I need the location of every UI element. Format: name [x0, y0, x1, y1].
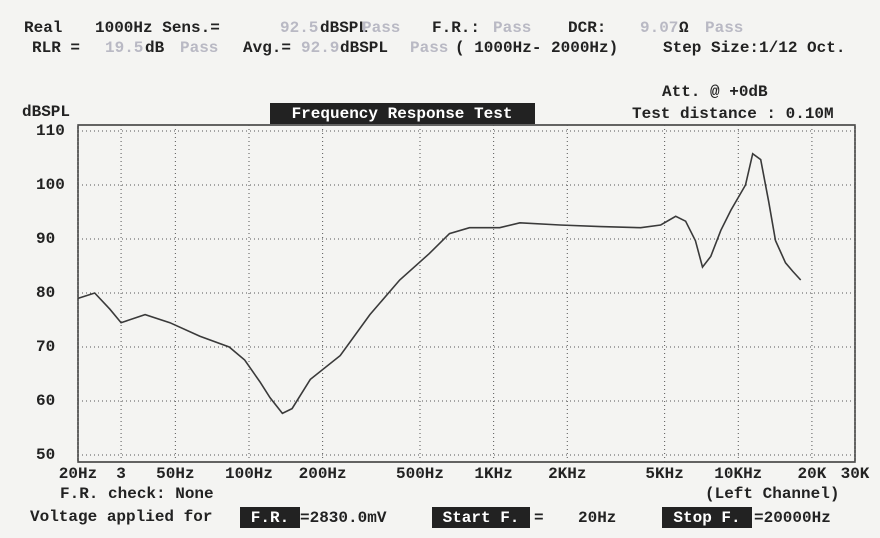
- x-tick-label: 3: [116, 465, 126, 483]
- fr-button[interactable]: F.R.: [251, 509, 289, 527]
- title-box: [270, 103, 535, 124]
- y-tick-label: 110: [36, 122, 65, 140]
- step-size: Step Size:1/12 Oct.: [663, 39, 845, 57]
- fr-value: =2830.0mV: [300, 509, 387, 527]
- unit: Ω: [679, 19, 689, 37]
- value: 9.07: [640, 19, 678, 37]
- start-value: 20Hz: [578, 509, 616, 527]
- channel: (Left Channel): [705, 485, 839, 503]
- fr-button-bg: [240, 507, 300, 528]
- status: Pass: [410, 39, 448, 57]
- x-tick-label: 5KHz: [645, 465, 683, 483]
- test-distance: Test distance : 0.10M: [632, 105, 834, 123]
- unit: dBSPL: [340, 39, 388, 57]
- x-tick-label: 10KHz: [714, 465, 762, 483]
- x-tick-label: 20K: [798, 465, 827, 483]
- value: 92.9: [301, 39, 339, 57]
- y-tick-label: 90: [36, 230, 55, 248]
- y-tick-label: 70: [36, 338, 55, 356]
- value: 92.5: [280, 19, 318, 37]
- value: 19.5: [105, 39, 143, 57]
- start-button[interactable]: Start F.: [443, 509, 520, 527]
- x-tick-label: 50Hz: [156, 465, 194, 483]
- label: RLR =: [32, 39, 80, 57]
- label: Avg.=: [243, 39, 291, 57]
- x-tick-label: 1KHz: [474, 465, 512, 483]
- stop-value: =20000Hz: [754, 509, 831, 527]
- x-tick-label: 500Hz: [396, 465, 444, 483]
- y-axis-label: dBSPL: [22, 103, 70, 121]
- label: 1000Hz Sens.=: [95, 19, 220, 37]
- x-tick-label: 100Hz: [225, 465, 273, 483]
- x-tick-label: 200Hz: [299, 465, 347, 483]
- stop-button[interactable]: Stop F.: [673, 509, 740, 527]
- equals: =: [534, 509, 544, 527]
- y-tick-label: 60: [36, 392, 55, 410]
- unit: dBSPL: [320, 19, 368, 37]
- status: Pass: [362, 19, 400, 37]
- label: Voltage applied for: [30, 508, 212, 526]
- status: Pass: [705, 19, 743, 37]
- x-tick-label: 30K: [841, 465, 870, 483]
- chart-title: Frequency Response Test: [292, 105, 513, 123]
- fr-check: F.R. check: None: [60, 485, 214, 503]
- status: Pass: [180, 39, 218, 57]
- range: ( 1000Hz- 2000Hz): [455, 39, 618, 57]
- attenuation: Att. @ +0dB: [662, 83, 768, 101]
- label: Real: [24, 19, 62, 37]
- y-tick-label: 50: [36, 446, 55, 464]
- status: Pass: [493, 19, 531, 37]
- x-tick-label: 20Hz: [59, 465, 97, 483]
- unit: dB: [145, 39, 165, 57]
- label: F.R.:: [432, 19, 480, 37]
- response-curve: [77, 152, 802, 415]
- y-tick-label: 100: [36, 176, 65, 194]
- start-button-bg: [432, 507, 530, 528]
- y-tick-label: 80: [36, 284, 55, 302]
- stop-button-bg: [662, 507, 752, 528]
- label: DCR:: [568, 19, 606, 37]
- x-tick-label: 2KHz: [548, 465, 586, 483]
